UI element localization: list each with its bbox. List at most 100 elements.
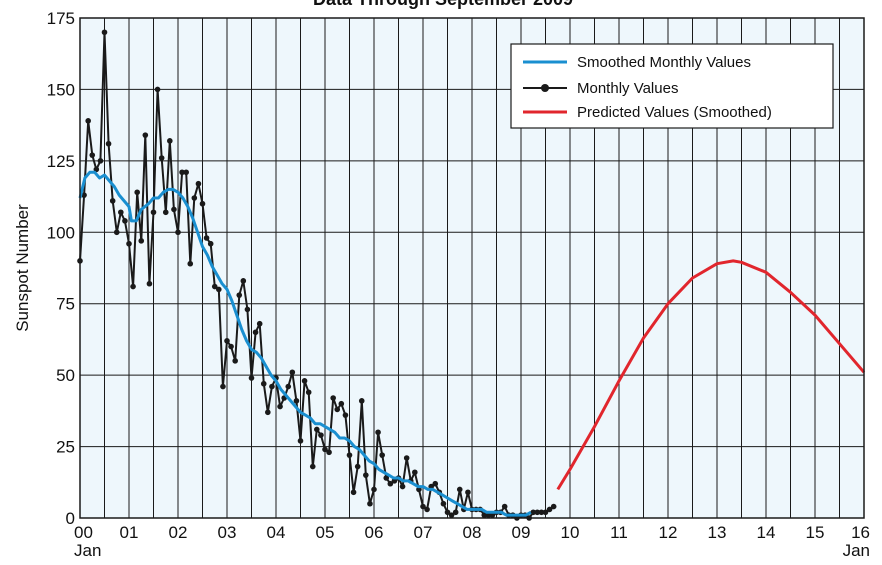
monthly-point: [97, 158, 104, 164]
monthly-point: [534, 509, 541, 516]
monthly-point: [542, 509, 549, 516]
x-tick-label: 13: [708, 523, 727, 542]
monthly-point: [130, 283, 136, 290]
monthly-point: [199, 200, 206, 207]
legend-box: [510, 43, 834, 129]
monthly-point: [154, 86, 161, 93]
x-tick-label: 02: [169, 523, 188, 542]
monthly-point: [175, 229, 181, 236]
monthly-point: [338, 400, 345, 407]
x-tick-label: 00: [74, 523, 93, 542]
monthly-point: [216, 286, 222, 293]
monthly-point: [383, 475, 390, 481]
x-tick-label: 05: [316, 523, 335, 542]
monthly-point: [342, 412, 349, 418]
monthly-point: [305, 389, 312, 396]
monthly-point: [191, 195, 198, 201]
monthly-point: [334, 406, 341, 413]
monthly-point: [240, 278, 247, 284]
monthly-point: [440, 500, 447, 507]
monthly-point: [546, 506, 553, 513]
legend-marker-monthly: [541, 84, 549, 92]
monthly-point: [138, 238, 145, 244]
legend-label-monthly: Monthly Values: [577, 80, 678, 97]
monthly-point: [379, 452, 385, 458]
monthly-point: [412, 469, 418, 476]
monthly-point: [260, 380, 267, 387]
y-tick-label: 125: [47, 152, 75, 171]
monthly-point: [179, 169, 185, 176]
y-tick-label: 50: [56, 366, 75, 385]
monthly-point: [358, 398, 365, 404]
x-tick-label: 10: [561, 523, 580, 542]
monthly-point: [420, 503, 426, 510]
monthly-point: [142, 132, 149, 138]
monthly-point: [158, 155, 165, 161]
monthly-point: [530, 509, 537, 516]
monthly-point: [363, 472, 369, 478]
monthly-point: [403, 455, 410, 461]
monthly-point: [256, 320, 263, 327]
series-layer: [77, 29, 866, 521]
monthly-point: [224, 338, 230, 344]
monthly-point: [211, 283, 218, 290]
monthly-point: [301, 378, 308, 384]
monthly-point: [150, 209, 157, 216]
monthly-point: [105, 140, 112, 147]
series-line-smoothed: [78, 170, 532, 517]
monthly-point: [322, 446, 328, 453]
y-tick-label: 175: [47, 9, 75, 28]
monthly-point: [293, 398, 300, 404]
monthly-point: [171, 206, 177, 213]
monthly-point: [269, 383, 275, 390]
monthly-point: [101, 29, 108, 36]
monthly-point: [285, 383, 292, 390]
grid: [80, 18, 864, 518]
monthly-point: [432, 480, 439, 487]
monthly-point: [195, 180, 202, 187]
monthly-point: [183, 169, 189, 176]
series-line-predicted: [556, 259, 866, 491]
monthly-point: [232, 358, 238, 364]
monthly-point: [289, 369, 296, 376]
x-tick-label: 07: [414, 523, 433, 542]
monthly-point: [387, 480, 394, 487]
legend-label-smoothed: Smoothed Monthly Values: [577, 54, 751, 71]
monthly-point: [244, 306, 251, 313]
monthly-point: [122, 218, 128, 224]
monthly-point: [367, 500, 373, 507]
chart-title: Data Through September 2009: [313, 0, 573, 9]
y-tick-label: 100: [47, 223, 75, 242]
x-tick-label: 03: [218, 523, 237, 542]
monthly-point: [228, 343, 234, 350]
monthly-point: [538, 509, 545, 516]
monthly-point: [452, 509, 459, 516]
monthly-point: [187, 260, 194, 267]
legend-label-predicted: Predicted Values (Smoothed): [577, 104, 772, 121]
monthly-point: [89, 152, 96, 158]
monthly-point: [501, 503, 508, 510]
monthly-point: [113, 229, 120, 236]
x-tick-label: 01: [120, 523, 139, 542]
y-tick-label: 150: [47, 80, 75, 99]
x-tick-label: 11: [610, 523, 628, 542]
monthly-point: [203, 235, 210, 241]
monthly-point: [330, 395, 336, 401]
monthly-point: [399, 483, 406, 490]
monthly-point: [456, 486, 463, 493]
monthly-point: [354, 463, 361, 470]
x-tick-sublabel: Jan: [843, 541, 870, 560]
monthly-point: [252, 329, 259, 336]
monthly-point: [297, 438, 304, 444]
x-tick-label: 08: [463, 523, 482, 542]
x-tick-label: 14: [757, 523, 776, 542]
monthly-point: [481, 512, 488, 518]
x-tick-sublabel: Jan: [74, 541, 101, 560]
monthly-point: [134, 189, 140, 196]
monthly-point: [448, 512, 455, 518]
monthly-point: [371, 486, 377, 493]
monthly-point: [118, 209, 124, 216]
monthly-point: [236, 292, 243, 298]
